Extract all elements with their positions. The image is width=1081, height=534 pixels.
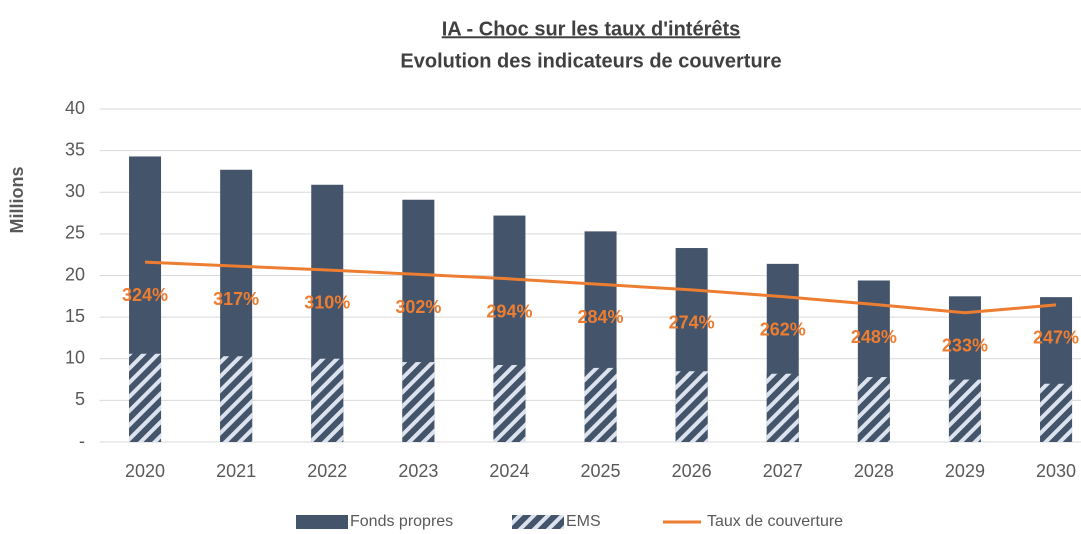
legend-swatch bbox=[296, 515, 348, 529]
hatched-bar bbox=[402, 362, 435, 442]
hatched-bar bbox=[584, 367, 617, 442]
x-tick-label: 2027 bbox=[763, 461, 803, 481]
x-tick-label: 2020 bbox=[125, 461, 165, 481]
y-tick-label: 10 bbox=[65, 348, 85, 368]
y-axis-label: Millions bbox=[7, 167, 27, 234]
data-label: 317% bbox=[213, 289, 259, 309]
x-tick-label: 2028 bbox=[854, 461, 894, 481]
x-tick-label: 2022 bbox=[307, 461, 347, 481]
legend-label: EMS bbox=[566, 513, 601, 530]
data-label: 248% bbox=[851, 327, 897, 347]
legend-label: Fonds propres bbox=[350, 513, 453, 530]
chart-subtitle: Evolution des indicateurs de couverture bbox=[400, 50, 781, 72]
y-tick-label: 35 bbox=[65, 139, 85, 159]
chart-title: IA - Choc sur les taux d'intérêts bbox=[442, 18, 741, 40]
y-tick-label: - bbox=[79, 431, 85, 451]
data-label: 233% bbox=[942, 335, 988, 355]
x-tick-label: 2026 bbox=[672, 461, 712, 481]
y-tick-label: 25 bbox=[65, 223, 85, 243]
data-label: 247% bbox=[1033, 328, 1079, 348]
x-tick-label: 2021 bbox=[216, 461, 256, 481]
y-tick-label: 5 bbox=[75, 389, 85, 409]
y-tick-label: 15 bbox=[65, 306, 85, 326]
hatched-bar bbox=[1040, 383, 1073, 442]
y-tick-label: 40 bbox=[65, 98, 85, 118]
hatched-bar bbox=[857, 377, 890, 442]
data-label: 302% bbox=[395, 297, 441, 317]
x-tick-label: 2029 bbox=[945, 461, 985, 481]
x-tick-label: 2025 bbox=[581, 461, 621, 481]
hatched-bar bbox=[311, 358, 344, 442]
hatched-bar bbox=[948, 379, 981, 442]
data-label: 324% bbox=[122, 285, 168, 305]
legend-label: Taux de couverture bbox=[707, 513, 843, 530]
data-label: 294% bbox=[486, 302, 532, 322]
hatched-bar bbox=[220, 356, 253, 442]
x-tick-label: 2023 bbox=[398, 461, 438, 481]
hatched-bar bbox=[129, 353, 162, 442]
y-tick-label: 30 bbox=[65, 181, 85, 201]
data-label: 284% bbox=[578, 307, 624, 327]
hatched-bar bbox=[766, 373, 799, 442]
hatched-bar bbox=[493, 364, 526, 442]
data-label: 310% bbox=[304, 293, 350, 313]
data-label: 262% bbox=[760, 319, 806, 339]
hatched-bar bbox=[675, 371, 708, 442]
x-tick-label: 2024 bbox=[489, 461, 529, 481]
x-tick-label: 2030 bbox=[1036, 461, 1076, 481]
legend-swatch bbox=[512, 515, 564, 529]
y-tick-label: 20 bbox=[65, 264, 85, 284]
data-label: 274% bbox=[669, 313, 715, 333]
line bbox=[144, 260, 1057, 315]
